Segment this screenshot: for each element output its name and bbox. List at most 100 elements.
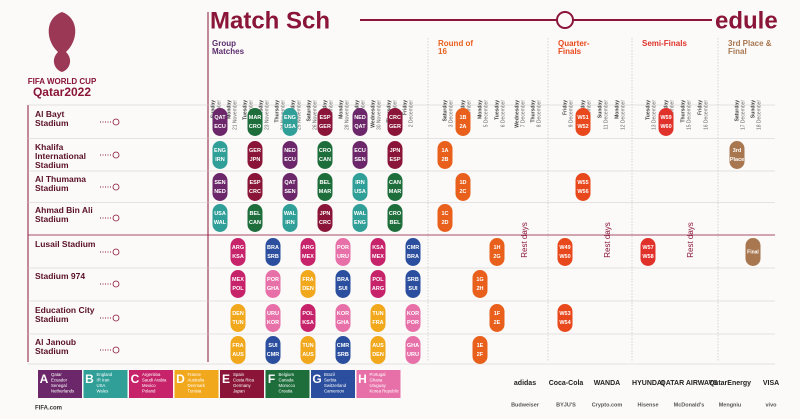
match-team: 2H [476,286,483,292]
group-team: Germany [233,383,252,388]
match-team: URU [267,311,279,317]
match-team: W50 [559,254,570,260]
match-chip [282,141,298,169]
match-team: URU [407,352,419,358]
match-team: AUS [302,352,314,358]
day-date: 11 December [603,100,609,130]
match-team: W53 [559,311,570,317]
match-team: USA [354,189,366,195]
stage-header: Quarter-Finals [558,39,590,57]
group-team: Mexico [142,383,156,388]
day-weekday: Thursday [530,100,536,123]
match-team: CRC [319,220,331,226]
day-weekday: Sunday [597,100,603,118]
match-team: SUI [268,343,278,349]
match-chip [230,336,246,364]
match-team: ESP [319,115,330,121]
match-team: POL [302,311,314,317]
match-team: MEX [372,254,384,260]
group-team: Senegal [51,383,67,388]
match-chip [387,173,403,201]
match-chip [335,304,351,332]
match-team: NED [354,115,366,121]
match-chip [335,238,351,266]
match-team: TUN [232,320,243,326]
match-team: 1D [459,180,466,186]
match-chip [489,304,505,332]
stadium-name: Ahmad Bin Ali Stadium [35,205,93,224]
group-letter: C [131,372,140,386]
match-team: MAR [249,115,262,121]
match-chip [557,238,573,266]
sponsor: Coca-Cola [549,380,584,387]
day-date: 30 November [376,100,382,130]
match-team: SEN [284,189,295,195]
trophy-emblem [48,12,76,72]
match-team: W55 [577,180,588,186]
match-team: WAL [284,211,297,217]
match-team: GER [319,124,331,130]
match-team: CAN [249,220,261,226]
match-team: 2A [459,124,466,130]
group-team: Cameroon [324,389,345,394]
group-letter: A [40,372,49,386]
match-chip [247,141,263,169]
match-chip [370,238,386,266]
match-team: ENG [284,115,296,121]
rest-days: Rest days [603,222,612,258]
match-team: Place [730,157,744,163]
match-team: TUN [302,343,313,349]
match-chip [335,336,351,364]
group-team: Switzerland [324,383,347,388]
stage-header: Semi-Finals [642,39,687,48]
match-team: ESP [249,180,260,186]
match-chip [352,141,368,169]
match-team: GHA [337,320,349,326]
day-date: 13 December [651,100,657,130]
match-team: CRC [249,189,261,195]
group-team: Croatia [279,389,293,394]
match-chip [265,304,281,332]
stadium-pointer-dot [112,118,120,126]
match-chip [370,270,386,298]
group-team: Korea Republic [370,389,400,394]
sponsor: WANDA [594,380,620,387]
match-team: 2C [459,189,466,195]
group-team: Wales [97,389,109,394]
match-team: SUI [338,286,348,292]
footer: FIFA.com [35,406,62,412]
match-team: W52 [577,124,588,130]
match-chip [405,304,421,332]
day-date: 18 December [756,100,762,130]
sponsor: QATAR AIRWAYS [660,380,718,387]
sponsor: BYJU'S [556,402,576,408]
match-team: SRB [407,277,419,283]
day-date: 12 December [620,100,626,130]
match-team: W54 [559,320,571,326]
match-team: KSA [372,245,384,251]
match-team: W51 [577,115,588,121]
match-chip [230,270,246,298]
group-team: Tunisia [188,389,202,394]
group-letter: G [312,372,321,386]
match-team: POR [337,245,349,251]
match-team: JPN [390,148,401,154]
day-weekday: Thursday [274,100,280,123]
stadium-name: Khalifa International Stadium [35,142,87,170]
match-chip [300,270,316,298]
day-weekday: Monday [614,100,620,119]
match-chip [472,270,488,298]
group-team: Uruguay [370,383,387,388]
stage-header: Group Matches [212,39,245,57]
logo-text: FIFA WORLD CUP [28,77,97,86]
day-date: 28 November [344,100,350,130]
group-team: Saudi Arabia [142,378,167,383]
match-team: FRA [302,277,313,283]
day-weekday: Sunday [750,100,756,118]
match-team: SUI [408,286,418,292]
match-team: WAL [354,211,367,217]
match-chip [230,238,246,266]
match-chip [640,238,656,266]
match-team: GHA [407,343,419,349]
